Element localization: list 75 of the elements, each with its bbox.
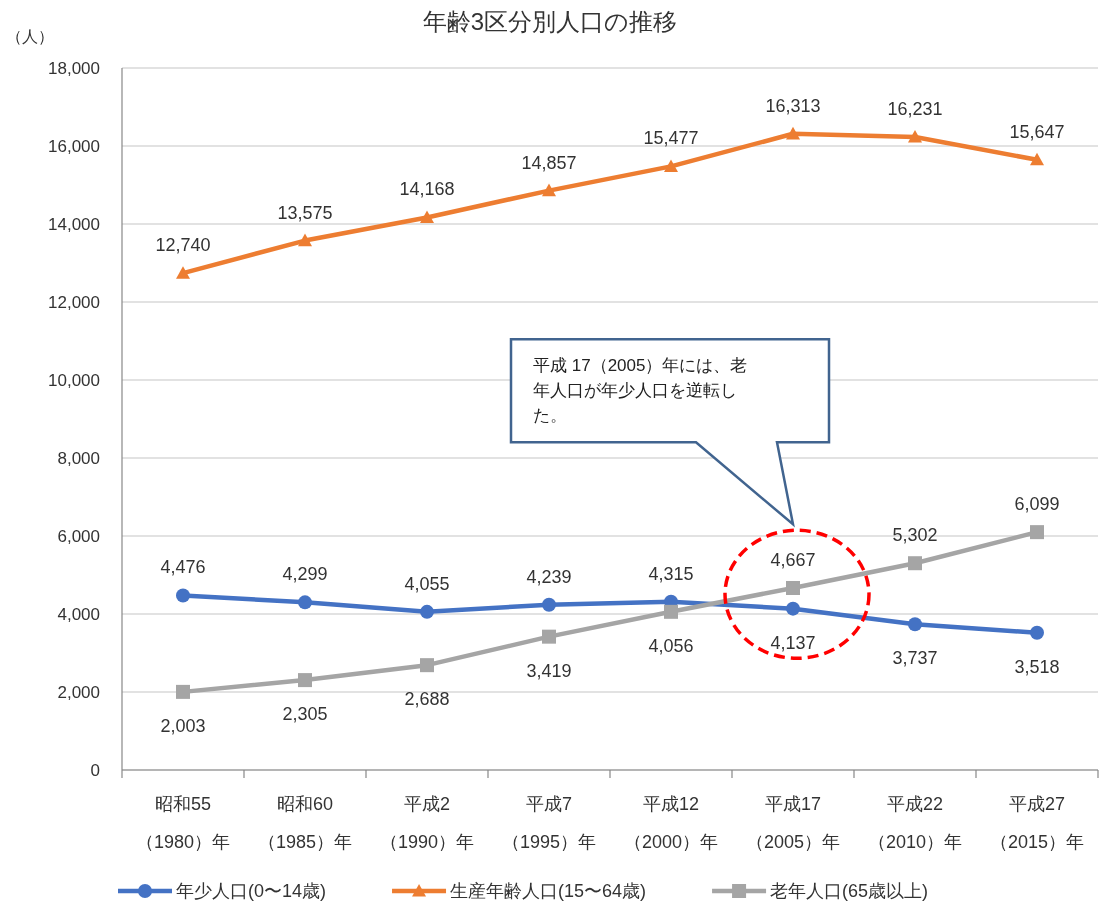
x-tick-label: 平成12 （2000）年 xyxy=(623,794,719,852)
point xyxy=(542,183,556,197)
point xyxy=(1030,152,1044,166)
data-label: 3,518 xyxy=(1014,656,1060,677)
point xyxy=(908,129,922,143)
data-label: 15,477 xyxy=(643,128,699,149)
y-tick-label: 10,000 xyxy=(48,371,100,390)
data-label: 4,137 xyxy=(770,632,816,653)
point xyxy=(1030,525,1044,540)
legend-年少人口(0〜14歳): 年少人口(0〜14歳) xyxy=(118,881,327,901)
data-label: 16,313 xyxy=(765,95,821,116)
point xyxy=(420,658,434,673)
data-label: 4,299 xyxy=(282,564,328,585)
data-label: 4,055 xyxy=(404,573,450,594)
data-label: 14,168 xyxy=(399,179,455,200)
x-tick-label: 平成22 （2010）年 xyxy=(867,794,963,852)
x-tick-label: 平成2 （1990）年 xyxy=(379,794,475,852)
data-label: 2,688 xyxy=(404,689,450,710)
point xyxy=(542,629,556,644)
y-axis-title: （人） xyxy=(6,28,54,45)
y-tick-label: 18,000 xyxy=(48,59,100,78)
data-label: 13,575 xyxy=(277,202,333,223)
y-tick-label: 14,000 xyxy=(48,215,100,234)
point xyxy=(298,673,312,688)
y-tick-label: 16,000 xyxy=(48,137,100,156)
data-label: 4,667 xyxy=(770,549,816,570)
data-label: 4,239 xyxy=(526,566,572,587)
data-label: 3,419 xyxy=(526,660,572,681)
y-tick-label: 12,000 xyxy=(48,293,100,312)
data-label: 14,857 xyxy=(521,152,577,173)
data-label: 12,740 xyxy=(155,235,211,256)
point xyxy=(176,684,190,699)
x-tick-label: 平成17 （2005）年 xyxy=(745,794,841,852)
legend-label: 生産年齢人口(15〜64歳) xyxy=(450,881,647,901)
point xyxy=(786,580,800,595)
x-tick-label: 平成7 （1995）年 xyxy=(501,794,597,852)
legend-生産年齢人口(15〜64歳): 生産年齢人口(15〜64歳) xyxy=(392,881,647,901)
point xyxy=(664,604,678,619)
legend-老年人口(65歳以上): 老年人口(65歳以上) xyxy=(712,881,929,901)
y-tick-label: 2,000 xyxy=(57,683,100,702)
data-label: 15,647 xyxy=(1009,121,1065,142)
data-label: 3,737 xyxy=(892,648,938,669)
data-label: 2,305 xyxy=(282,704,328,725)
point xyxy=(664,159,678,172)
callout: 平成 17（2005）年には、老年人口が年少人口を逆転した。 xyxy=(509,338,831,528)
point xyxy=(908,556,922,571)
data-label: 2,003 xyxy=(160,715,206,736)
point xyxy=(298,233,312,247)
point xyxy=(786,126,800,140)
x-tick-label: 昭和55 （1980）年 xyxy=(135,794,231,852)
legend-label: 老年人口(65歳以上) xyxy=(770,881,929,901)
data-label: 16,231 xyxy=(887,98,943,119)
point xyxy=(786,601,800,616)
point xyxy=(298,595,312,610)
x-tick-label: 平成27 （2015）年 xyxy=(989,794,1085,852)
y-tick-label: 0 xyxy=(90,761,100,780)
chart-title: 年齢3区分別人口の推移 xyxy=(422,8,678,35)
annotation: 平成 17（2005）年には、老年人口が年少人口を逆転した。 xyxy=(533,356,748,426)
data-label: 4,315 xyxy=(648,563,694,584)
y-tick-label: 4,000 xyxy=(57,605,100,624)
x-tick-label: 昭和60 （1985）年 xyxy=(257,794,353,852)
data-label: 4,476 xyxy=(160,557,206,578)
legend-label: 年少人口(0〜14歳) xyxy=(176,881,327,901)
y-tick-label: 8,000 xyxy=(57,449,100,468)
data-label: 5,302 xyxy=(892,525,938,546)
point xyxy=(542,597,556,612)
point xyxy=(1030,625,1044,640)
point xyxy=(176,588,190,603)
point xyxy=(420,210,434,224)
point xyxy=(420,604,434,619)
y-tick-label: 6,000 xyxy=(57,527,100,546)
data-label: 6,099 xyxy=(1014,494,1060,515)
point xyxy=(908,617,922,632)
data-label: 4,056 xyxy=(648,635,694,656)
point xyxy=(176,266,190,279)
